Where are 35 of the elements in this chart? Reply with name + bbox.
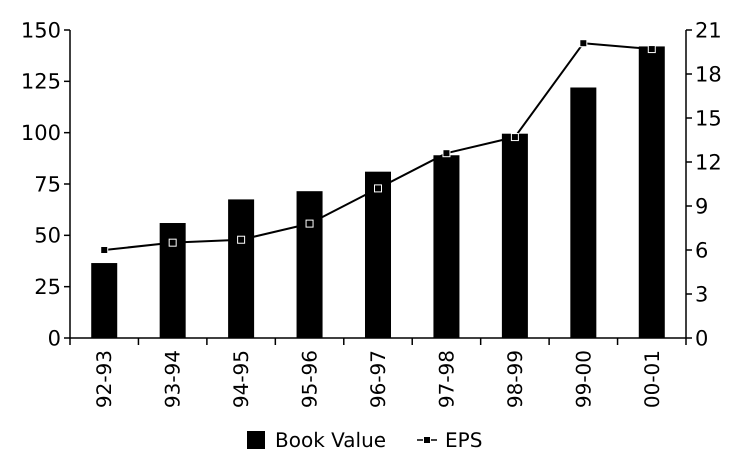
legend-label: Book Value bbox=[275, 428, 386, 452]
y2-tick-label: 21 bbox=[695, 18, 722, 42]
y-tick-label: 25 bbox=[34, 275, 61, 300]
y-tick-label: 125 bbox=[20, 70, 61, 94]
x-tick-label: 97-98 bbox=[434, 350, 458, 408]
y2-tick-label: 15 bbox=[695, 106, 722, 130]
x-tick-label: 98-99 bbox=[502, 350, 527, 408]
point bbox=[100, 246, 108, 254]
point bbox=[237, 236, 246, 244]
x-tick-label: 96-97 bbox=[366, 350, 390, 408]
point bbox=[442, 149, 450, 158]
y-tick-label: 0 bbox=[48, 326, 61, 350]
y-tick-label: 150 bbox=[20, 18, 61, 42]
point bbox=[579, 39, 588, 48]
x-tick-label: 99-00 bbox=[571, 350, 596, 408]
y-tick-label: 100 bbox=[20, 121, 61, 146]
y2-tick-label: 0 bbox=[695, 326, 708, 350]
y-tick-label: 50 bbox=[34, 224, 61, 248]
point bbox=[168, 238, 177, 247]
x-tick-label: 00-01 bbox=[640, 350, 664, 408]
x-tick-label: 95-96 bbox=[298, 350, 322, 408]
y-tick-label: 75 bbox=[34, 172, 61, 196]
point bbox=[306, 220, 314, 228]
point bbox=[648, 45, 656, 54]
y2-tick-label: 12 bbox=[695, 150, 722, 174]
y2-tick-label: 9 bbox=[695, 194, 708, 218]
x-tick-label: 94-95 bbox=[229, 350, 254, 408]
legend-label: EPS bbox=[445, 428, 482, 452]
point bbox=[510, 133, 519, 142]
y2-tick-label: 3 bbox=[695, 282, 708, 306]
y2-tick-label: 18 bbox=[695, 62, 722, 86]
y2-tick-label: 6 bbox=[695, 238, 708, 262]
x-tick-label: 93-94 bbox=[160, 350, 185, 408]
x-tick-label: 92-93 bbox=[92, 350, 116, 408]
point bbox=[374, 184, 382, 192]
